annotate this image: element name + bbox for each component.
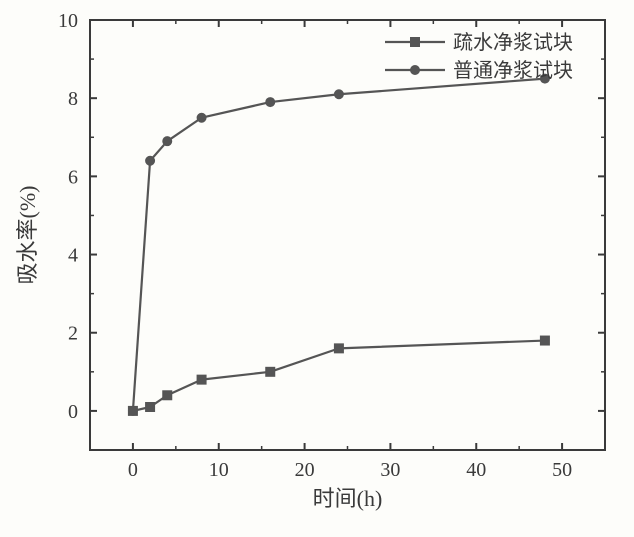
y-tick-label: 6 (68, 166, 78, 188)
y-tick-label: 4 (68, 245, 78, 267)
x-axis-label: 时间(h) (313, 486, 383, 511)
y-tick-label: 2 (68, 323, 78, 345)
y-tick-label: 10 (58, 10, 78, 32)
legend-label-1: 普通净浆试块 (453, 59, 573, 82)
series-0 (128, 336, 549, 415)
chart-container: 0 10 20 30 40 50 0 2 4 6 8 10 时间(h) 吸水率(%) 疏水净浆试块普通净浆试… (0, 0, 634, 537)
legend-label-0: 疏水净浆试块 (453, 31, 573, 54)
y-axis-label: 吸水率(%) (15, 186, 40, 285)
y-tick-label: 8 (68, 88, 78, 110)
legend: 疏水净浆试块普通净浆试块 (385, 31, 573, 82)
x-tick-label: 50 (552, 459, 572, 481)
x-tick-label: 30 (380, 459, 400, 481)
y-tick-label: 0 (68, 401, 78, 423)
x-tick-label: 0 (128, 459, 138, 481)
series-1 (128, 74, 549, 415)
x-tick-label: 40 (466, 459, 486, 481)
x-tick-label: 10 (209, 459, 229, 481)
chart-svg: 0 10 20 30 40 50 0 2 4 6 8 10 时间(h) 吸水率(%) 疏水净浆试块普通净浆试… (0, 0, 634, 537)
x-tick-label: 20 (295, 459, 315, 481)
